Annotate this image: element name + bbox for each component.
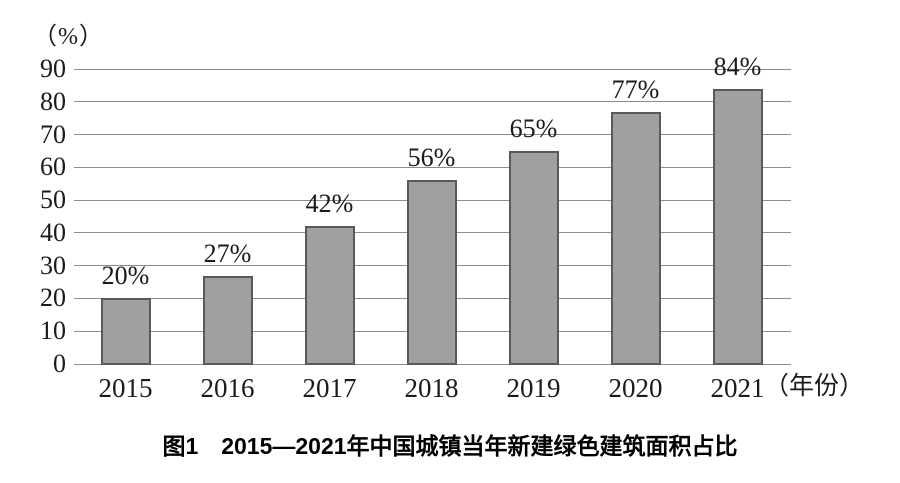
x-tick-label-2021: 2021 <box>710 373 765 403</box>
x-axis-unit-label: （年份） <box>764 373 865 400</box>
y-tick-label-30: 30 <box>40 250 66 280</box>
y-tick-label-60: 60 <box>40 152 66 182</box>
y-tick-label-10: 10 <box>40 316 66 346</box>
y-tick-label-0: 0 <box>53 349 66 378</box>
bar-2016 <box>202 275 253 365</box>
y-tick-label-70: 70 <box>40 119 66 149</box>
x-tick-label-2016: 2016 <box>200 373 255 403</box>
y-tick-label-50: 50 <box>40 185 66 215</box>
gridline-70 <box>74 134 791 136</box>
bar-2020 <box>610 111 661 365</box>
bar-value-label-2015: 20% <box>101 261 150 291</box>
y-axis-unit-label: （%） <box>33 24 104 50</box>
gridline-90 <box>74 68 791 70</box>
bar-value-label-2021: 84% <box>713 51 762 81</box>
x-tick-label-2015: 2015 <box>98 373 153 403</box>
bar-value-label-2016: 27% <box>203 238 252 268</box>
y-tick-label-90: 90 <box>40 54 66 83</box>
bar-2017 <box>304 226 355 365</box>
figure-caption: 图1 2015—2021年中国城镇当年新建绿色建筑面积占比 <box>162 433 738 459</box>
bar-value-label-2019: 65% <box>509 113 558 143</box>
x-tick-label-2020: 2020 <box>608 373 663 403</box>
gridline-80 <box>74 101 791 103</box>
gridline-60 <box>74 166 791 168</box>
x-tick-label-2019: 2019 <box>506 373 561 403</box>
y-tick-label-20: 20 <box>40 283 66 313</box>
bar-2015 <box>100 298 151 365</box>
bar-value-label-2018: 56% <box>407 143 456 173</box>
y-tick-label-40: 40 <box>40 217 66 247</box>
y-tick-label-80: 80 <box>40 86 66 116</box>
x-tick-label-2017: 2017 <box>302 373 357 403</box>
bar-2019 <box>508 150 559 365</box>
bar-value-label-2020: 77% <box>611 74 660 104</box>
x-tick-label-2018: 2018 <box>404 373 459 403</box>
bar-value-label-2017: 42% <box>305 189 354 219</box>
bar-2018 <box>406 180 457 365</box>
bar-2021 <box>712 88 763 365</box>
